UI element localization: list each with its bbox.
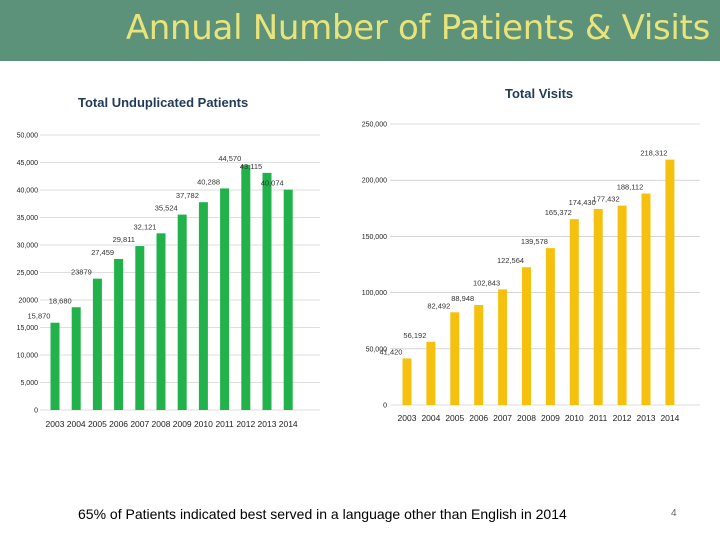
patients-bar [135,246,145,410]
patients-bar [50,322,60,410]
patients-value-label: 40,074 [261,179,284,188]
patients-category-label: 2011 [215,419,234,429]
patients-y-tick-label: 30,000 [17,243,39,250]
patients-y-tick-label: 45,000 [17,160,39,167]
visits-bar [426,341,436,405]
visits-category-label: 2014 [660,413,679,423]
visits-y-tick-label: 200,000 [362,178,387,185]
visits-category-label: 2009 [541,413,560,423]
patients-category-label: 2009 [173,419,192,429]
visits-value-label: 56,192 [403,331,426,340]
visits-chart-title: Total Visits [505,86,574,101]
visits-value-label: 165,372 [545,208,572,217]
visits-category-label: 2010 [565,413,584,423]
patients-bar [262,172,272,410]
page-number: 4 [671,508,677,519]
patients-bar [156,233,166,410]
visits-value-label: 174,430 [569,198,596,207]
visits-y-tick-label: 100,000 [362,290,387,297]
patients-value-label: 18,680 [49,296,72,305]
patients-value-label: 37,782 [176,191,199,200]
title-bar: Annual Number of Patients & Visits [0,0,720,61]
patients-value-label: 15,870 [28,312,51,321]
patients-value-label: 32,121 [134,222,157,231]
patients-category-label: 2012 [236,419,255,429]
visits-value-label: 88,948 [451,294,474,303]
visits-chart: 0 50,000 100,000 150,000 200,000 250,000 41,42… [362,122,700,423]
visits-value-label: 122,564 [497,256,524,265]
visits-y-tick-label: 150,000 [362,234,387,241]
visits-category-label: 2011 [589,413,608,423]
visits-bar [665,159,675,405]
patients-value-label: 23879 [71,268,92,277]
visits-y-tick-label: 50,000 [366,346,388,353]
visits-value-label: 102,843 [473,278,500,287]
visits-category-label: 2007 [493,413,512,423]
patients-value-label: 40,288 [197,177,220,186]
patients-y-tick-label: 0 [34,408,38,415]
visits-value-label: 41,420 [380,347,403,356]
patients-y-tick-label: 40,000 [17,188,39,195]
patients-category-label: 2005 [88,419,107,429]
patients-value-label: 43,115 [240,162,262,171]
visits-value-label: 188,112 [617,183,644,192]
visits-bar [593,208,603,405]
visits-bar [569,219,579,405]
patients-category-label: 2008 [152,419,171,429]
visits-bar [522,267,531,405]
patients-y-tick-label: 10,000 [17,353,39,360]
footnote: 65% of Patients indicated best served in… [78,506,567,522]
patients-y-tick-label: 50,000 [17,133,39,140]
patients-bar [283,189,293,410]
visits-bar [402,358,412,405]
page-title: Annual Number of Patients & Visits [125,8,710,48]
patients-bar [92,278,102,410]
patients-category-label: 2003 [46,419,65,429]
visits-category-label: 2004 [421,413,440,423]
patients-category-label: 2006 [109,419,128,429]
patients-bar [177,214,187,410]
patients-category-label: 2014 [279,419,298,429]
visits-category-label: 2003 [398,413,417,423]
visits-bar [545,248,555,405]
patients-category-label: 2010 [194,419,213,429]
visits-bar [450,312,460,405]
patients-category-label: 2007 [130,419,149,429]
visits-value-label: 82,492 [427,301,450,310]
visits-category-label: 2013 [637,413,656,423]
visits-value-label: 139,578 [521,237,548,246]
patients-chart: 0 5,000 10,000 15,000 20000 25,000 30,000 35,00… [17,133,320,429]
patients-y-tick-label: 20000 [19,298,39,305]
visits-value-label: 218,312 [640,149,667,158]
patients-y-tick-label: 5,000 [20,380,38,387]
visits-bar [474,305,484,405]
patients-value-label: 44,570 [218,154,241,163]
visits-y-tick-label: 0 [383,403,387,410]
patients-value-label: 29,811 [113,235,135,244]
visits-bar [498,289,508,405]
visits-category-label: 2006 [469,413,488,423]
visits-category-label: 2005 [445,413,464,423]
patients-category-label: 2004 [67,419,86,429]
patients-y-tick-label: 15,000 [17,325,39,332]
patients-y-tick-label: 25,000 [17,270,39,277]
visits-bar [641,193,651,405]
visits-category-label: 2008 [517,413,536,423]
visits-bar [617,205,627,405]
patients-value-label: 27,459 [91,248,114,257]
patients-bar [71,307,81,410]
patients-y-tick-label: 35,000 [17,215,39,222]
visits-value-label: 177,432 [593,195,620,204]
patients-bar [198,202,208,410]
visits-category-label: 2012 [613,413,632,423]
patients-value-label: 35,524 [155,204,178,213]
visits-y-tick-label: 250,000 [362,122,387,129]
patients-chart-title: Total Unduplicated Patients [78,95,249,110]
patients-bar [114,258,124,410]
patients-bar [220,188,230,410]
patients-bar [241,164,251,410]
patients-category-label: 2013 [258,419,277,429]
